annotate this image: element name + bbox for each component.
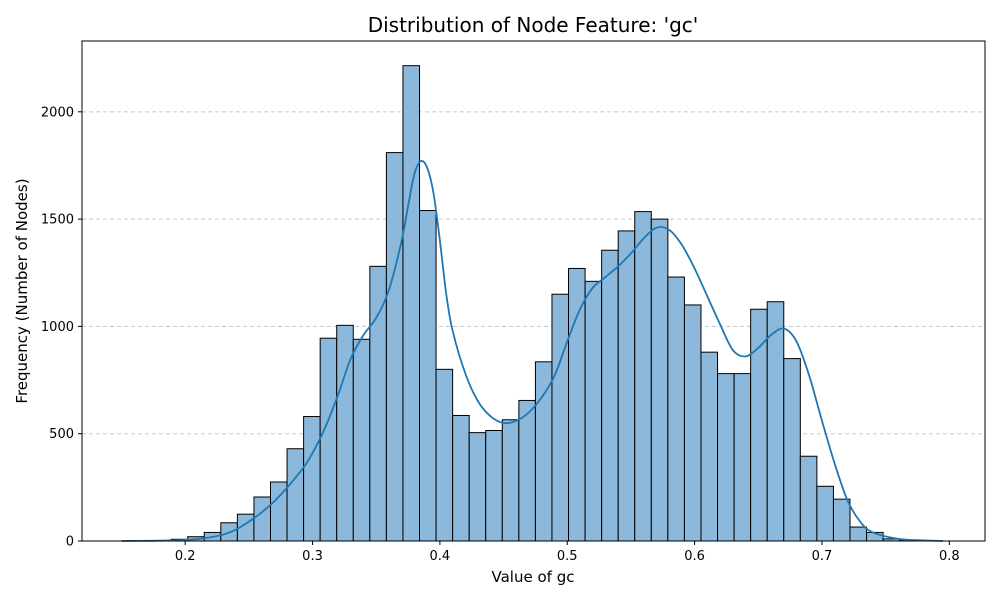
histogram-bar (319, 337, 338, 542)
histogram-bar (369, 265, 387, 542)
x-tick-label: 0.8 (939, 549, 960, 564)
histogram-bar (352, 338, 371, 542)
y-tick-label: 500 (49, 427, 74, 442)
histogram-bar (617, 230, 636, 542)
x-axis-ticks: 0.2 0.3 0.4 0.5 0.6 0.7 0.8 (175, 541, 960, 564)
x-tick-label: 0.7 (812, 549, 833, 564)
histogram-bar (551, 293, 570, 542)
histogram-bar (667, 276, 685, 542)
histogram-bar (700, 351, 719, 542)
histogram-bar (303, 416, 321, 542)
histogram-bar (568, 267, 586, 542)
x-tick-label: 0.2 (175, 549, 196, 564)
y-gridlines (82, 111, 985, 435)
histogram-bar (485, 429, 503, 542)
histogram-bar (832, 498, 851, 542)
x-tick-label: 0.3 (302, 549, 323, 564)
histogram-bar (518, 399, 536, 542)
histogram-bar (733, 373, 752, 542)
kde-curve (121, 160, 944, 542)
y-axis-ticks: 0 500 1000 1500 2000 (41, 105, 82, 550)
histogram-bar (419, 210, 437, 542)
histogram-bars (154, 65, 934, 542)
x-tick-label: 0.6 (684, 549, 705, 564)
histogram-bar (435, 368, 454, 542)
histogram-bar (783, 358, 801, 542)
histogram-bar (766, 301, 785, 542)
histogram-bar (750, 308, 768, 542)
histogram-bar (402, 65, 421, 542)
histogram-bar (385, 152, 404, 542)
y-axis-title: Frequency (Number of Nodes) (13, 178, 31, 403)
histogram-bar (601, 249, 619, 542)
histogram-bar (253, 496, 271, 542)
histogram-bar (816, 485, 834, 542)
histogram-bar (584, 280, 603, 542)
histogram-bar (717, 373, 735, 542)
histogram-bar (534, 361, 553, 542)
histogram-bar (849, 526, 868, 542)
x-tick-label: 0.5 (557, 549, 578, 564)
chart-title: Distribution of Node Feature: 'gc' (368, 13, 699, 37)
x-axis-title: Value of gc (492, 568, 575, 586)
y-tick-label: 1000 (41, 320, 74, 335)
histogram-bar (452, 414, 470, 542)
x-tick-label: 0.4 (430, 549, 451, 564)
histogram-bar (799, 455, 818, 542)
histogram-bar (501, 419, 520, 542)
histogram-bar (468, 432, 487, 542)
plot-frame (81, 40, 986, 542)
histogram-bar (683, 304, 702, 542)
y-tick-label: 2000 (41, 105, 74, 120)
histogram-bar (634, 211, 652, 542)
histogram-bar (286, 448, 305, 542)
y-tick-label: 0 (66, 535, 74, 550)
histogram-bar (650, 218, 669, 542)
y-tick-label: 1500 (41, 213, 74, 228)
